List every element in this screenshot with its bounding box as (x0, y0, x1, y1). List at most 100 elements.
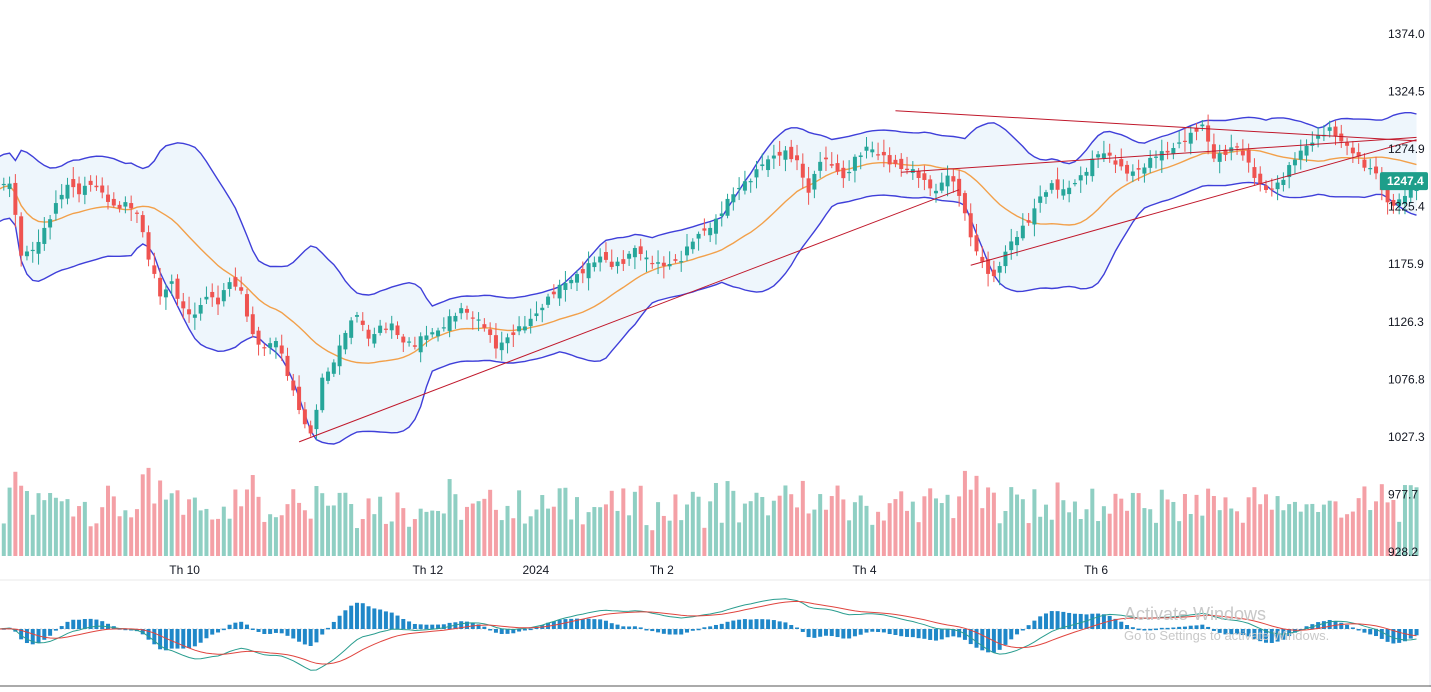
candle-body (621, 259, 626, 264)
candle-body (522, 326, 527, 331)
macd-histogram-bar (829, 629, 834, 637)
macd-histogram-bar (1379, 629, 1384, 639)
volume-bar (1003, 510, 1008, 556)
macd-histogram-bar (766, 619, 771, 629)
volume-bar (870, 524, 875, 556)
macd-histogram-bar (349, 605, 354, 629)
volume-bar (1194, 494, 1199, 556)
macd-histogram-bar (360, 603, 365, 629)
candle-body (343, 332, 348, 350)
volume-bar (650, 530, 655, 556)
candle-body (795, 155, 800, 161)
macd-histogram-bar (140, 629, 145, 635)
volume-bar (1067, 512, 1072, 556)
trendline-upper-channel-2 (970, 139, 1417, 266)
candle-body (916, 171, 921, 178)
watermark-subtitle: Go to Settings to activate Windows. (1124, 628, 1329, 643)
volume-bar (175, 490, 180, 556)
macd-histogram-bar (354, 602, 359, 629)
volume-bar (557, 488, 562, 556)
volume-bar (7, 487, 12, 556)
candle-body (470, 317, 475, 319)
volume-bar (534, 509, 539, 556)
macd-histogram-bar (383, 611, 388, 629)
macd-histogram-bar (789, 625, 794, 629)
macd-histogram-bar (835, 629, 840, 638)
volume-bar (470, 503, 475, 556)
volume-bar (1345, 514, 1350, 556)
volume-bar (129, 517, 134, 556)
macd-histogram-bar (291, 629, 296, 639)
macd-histogram-bar (1003, 629, 1008, 645)
volume-bar (1009, 487, 1014, 556)
candle-body (1043, 192, 1048, 197)
macd-histogram-bar (1374, 629, 1379, 637)
macd-histogram-bar (673, 629, 678, 635)
volume-bar (939, 503, 944, 556)
candle-body (1264, 185, 1269, 190)
volume-bar (522, 523, 527, 556)
volume-bar (685, 504, 690, 556)
macd-histogram-bar (1154, 628, 1158, 631)
macd-histogram-bar (279, 629, 284, 634)
macd-histogram-bar (1200, 624, 1205, 629)
candle-body (192, 314, 197, 318)
volume-bar (563, 487, 568, 556)
candle-body (847, 171, 852, 174)
candle-body (256, 330, 261, 345)
candle-body (499, 342, 504, 351)
macd-histogram-bar (1316, 622, 1321, 629)
macd-histogram-bar (962, 629, 967, 640)
macd-histogram-bar (77, 619, 82, 629)
macd-histogram-bar (493, 629, 498, 633)
candle-body (719, 213, 724, 217)
volume-bar (742, 503, 747, 556)
volume-bar (1038, 516, 1043, 556)
macd-histogram-bar (522, 629, 527, 631)
macd-histogram-bar (401, 618, 406, 629)
volume-bar (586, 512, 591, 556)
macd-histogram-bar (1240, 629, 1245, 636)
macd-histogram-bar (916, 629, 921, 639)
price-tick-label: 1274.9 (1388, 142, 1425, 156)
macd-histogram-bar (395, 615, 400, 629)
volume-bar (783, 485, 788, 556)
candle-body (349, 320, 354, 338)
macd-histogram-bar (679, 629, 684, 635)
candle-body (870, 149, 875, 153)
volume-bar (766, 515, 771, 556)
macd-histogram-bar (499, 629, 504, 634)
last-price-badge (1380, 172, 1428, 191)
volume-bar (1316, 511, 1321, 556)
volume-bar (760, 497, 765, 556)
candle-body (1292, 159, 1297, 166)
os-watermark: Activate Windows Go to Settings to activ… (1124, 604, 1329, 643)
candle-body (1009, 241, 1014, 251)
candle-body (71, 179, 76, 188)
macd-histogram-bar (181, 629, 186, 649)
macd-histogram-bar (19, 629, 24, 640)
price-tick-label: 1076.8 (1388, 372, 1425, 386)
macd-histogram-bar (957, 629, 962, 638)
volume-bar (204, 508, 209, 556)
candle-body (360, 320, 365, 325)
candle-body (476, 319, 481, 321)
volume-bar (308, 518, 313, 556)
volume-bar (893, 499, 898, 556)
macd-histogram-bar (609, 623, 614, 629)
volume-bar (297, 502, 302, 556)
volume-bar (1217, 510, 1222, 556)
candle-body (1107, 152, 1112, 156)
macd-histogram-bar (1229, 629, 1234, 635)
volume-bar (1252, 487, 1257, 556)
volume-bar (1321, 504, 1326, 556)
macd-histogram-bar (407, 621, 412, 629)
candle-body (221, 290, 226, 302)
macd-histogram-bar (945, 629, 950, 638)
volume-bar (337, 492, 342, 556)
candle-body (42, 227, 47, 244)
macd-histogram-bar (412, 623, 417, 629)
candle-body (534, 313, 539, 317)
